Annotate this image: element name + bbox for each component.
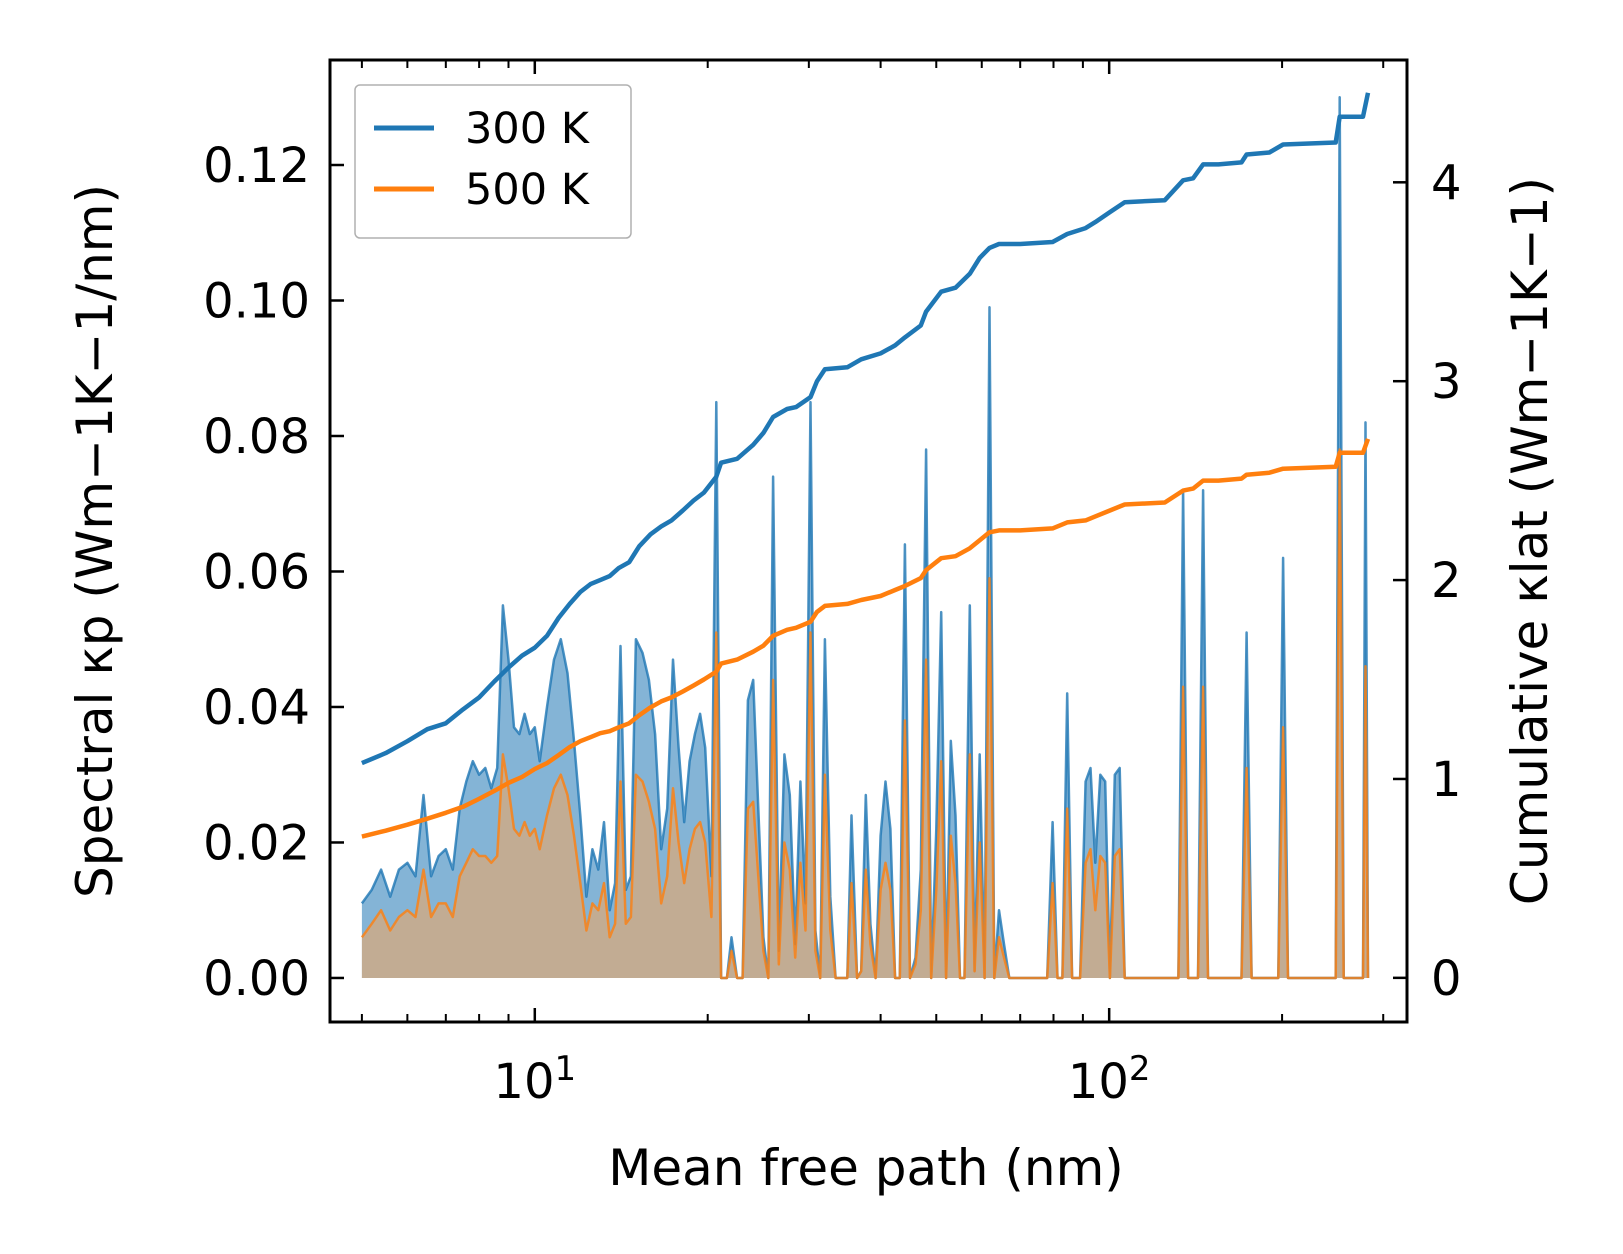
y-right-tick-label: 4 [1431,155,1462,211]
legend-label-500k: 500 K [465,165,591,215]
x-axis-label: Mean free path (nm) [608,1139,1124,1197]
x-tick-label: 102 [1068,1049,1151,1110]
y-axis-label-right: Cumulative κlat (Wm−1K−1) [1501,177,1559,905]
y-right-tick-label: 2 [1431,553,1462,609]
legend: 300 K 500 K [354,84,632,239]
y-left-tick-label: 0.06 [203,544,310,600]
y-left-tick-label: 0.10 [203,274,310,330]
y-left-tick-label: 0.08 [203,409,310,465]
cumulative-line-300k [361,92,1371,766]
plot-frame [328,58,1409,1024]
cumulative-line-500k [361,438,1371,839]
y-left-tick-label: 0.04 [203,680,310,736]
spectral-fills [360,96,1370,980]
spectral-line-500k [360,448,1370,980]
y-axis-label-left: Spectral κp (Wm−1K−1/nm) [66,184,124,898]
y-right-tick-label: 1 [1431,752,1462,808]
y-right-tick-label: 0 [1431,951,1462,1007]
spectral-area-500k [361,449,1368,978]
y-left-tick-label: 0.12 [203,138,310,194]
x-tick-label: 101 [493,1049,576,1110]
axis-ticks: 0.00 0.02 0.04 0.06 0.08 0.10 0.12 0 1 2 3 4 101 102 [203,60,1462,1110]
legend-label-300k: 300 K [465,104,591,154]
cumulative-lines [361,92,1371,839]
y-left-tick-label: 0.02 [203,815,310,871]
legend-box [354,84,632,239]
y-left-tick-label: 0.00 [203,951,310,1007]
y-right-tick-label: 3 [1431,354,1462,410]
